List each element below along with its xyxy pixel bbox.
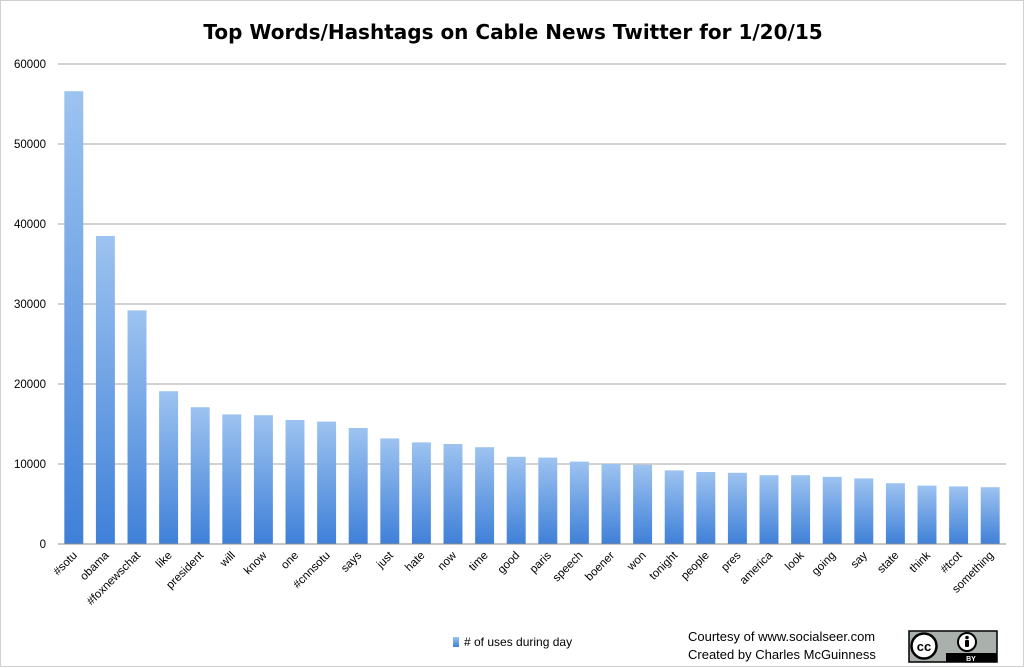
x-category-label: look <box>783 549 807 573</box>
x-category-label: tonight <box>647 549 680 582</box>
x-category-label: #sotu <box>52 550 80 578</box>
bar-think <box>917 485 937 544</box>
legend: # of uses during day <box>453 635 572 649</box>
x-category-label: just <box>374 549 396 571</box>
gridlines <box>58 63 1006 465</box>
bar-good <box>506 456 526 544</box>
y-tick-label: 30000 <box>14 299 46 311</box>
x-category-label: one <box>279 550 301 572</box>
y-tick-label: 40000 <box>14 219 46 231</box>
x-category-label: good <box>496 550 523 577</box>
bar-won <box>633 464 653 544</box>
bar-tcot <box>949 486 969 544</box>
bar-tonight <box>664 470 684 544</box>
bar-boener <box>601 464 621 544</box>
bar-obama <box>95 236 115 544</box>
x-category-label: like <box>154 550 175 571</box>
x-category-label: boener <box>583 550 617 584</box>
bar-says <box>348 428 368 544</box>
x-category-label: time <box>467 550 491 574</box>
by-label: BY <box>966 656 976 663</box>
y-tick-label: 60000 <box>14 59 46 71</box>
bar-cnnsotu <box>317 421 337 544</box>
cc-logo-icon <box>910 632 938 660</box>
y-tick-label: 0 <box>40 539 46 551</box>
bar-president <box>190 407 210 544</box>
bar-will <box>222 414 242 544</box>
bar-something <box>980 487 1000 544</box>
bar-one <box>285 420 305 544</box>
bar-time <box>475 447 495 544</box>
x-category-label: state <box>875 550 901 576</box>
bar-people <box>696 472 716 544</box>
bar-like <box>159 391 179 544</box>
bar-pres <box>727 472 747 544</box>
x-category-label: people <box>679 550 712 583</box>
bar-now <box>443 444 463 544</box>
x-category-label: says <box>339 549 364 574</box>
x-category-label: pres <box>719 549 743 573</box>
bar-just <box>380 438 400 544</box>
bar-america <box>759 475 779 544</box>
x-category-label: hate <box>403 550 427 574</box>
x-category-label: won <box>625 550 649 574</box>
bar-speech <box>569 461 589 544</box>
bar-paris <box>538 457 558 544</box>
credit-line-2: Created by Charles McGuinness <box>688 647 876 662</box>
y-tick-label: 20000 <box>14 379 46 391</box>
bar-hate <box>411 442 431 544</box>
bar-going <box>822 476 842 544</box>
x-category-label: think <box>907 549 933 575</box>
legend-entry: # of uses during day <box>464 635 572 649</box>
x-category-label: #tcot <box>939 549 966 576</box>
credit-line-1: Courtesy of www.socialseer.com <box>688 629 875 644</box>
bar-sotu <box>64 91 84 544</box>
bars <box>64 91 1000 544</box>
bar-foxnewschat <box>127 310 147 544</box>
cc-by-license-badge: cc BY <box>908 630 998 663</box>
y-tick-label: 50000 <box>14 139 46 151</box>
x-category-label: going <box>810 550 838 578</box>
legend-swatch <box>453 637 459 647</box>
x-category-label: say <box>849 549 870 570</box>
x-category-label: paris <box>528 549 554 575</box>
x-category-label: america <box>738 549 776 587</box>
bar-know <box>253 415 273 544</box>
bar-state <box>885 483 905 544</box>
x-category-label: will <box>217 550 237 570</box>
y-tick-label: 10000 <box>14 459 46 471</box>
y-axis-ticks: 0 10000 20000 30000 40000 50000 60000 <box>14 59 46 551</box>
x-category-label: know <box>242 549 270 577</box>
x-category-label: now <box>436 549 460 573</box>
chart-title: Top Words/Hashtags on Cable News Twitter… <box>203 20 822 44</box>
cc-logo-text: cc <box>917 639 931 654</box>
bar-say <box>854 478 874 544</box>
bar-look <box>791 475 811 544</box>
x-category-label: speech <box>551 550 586 585</box>
